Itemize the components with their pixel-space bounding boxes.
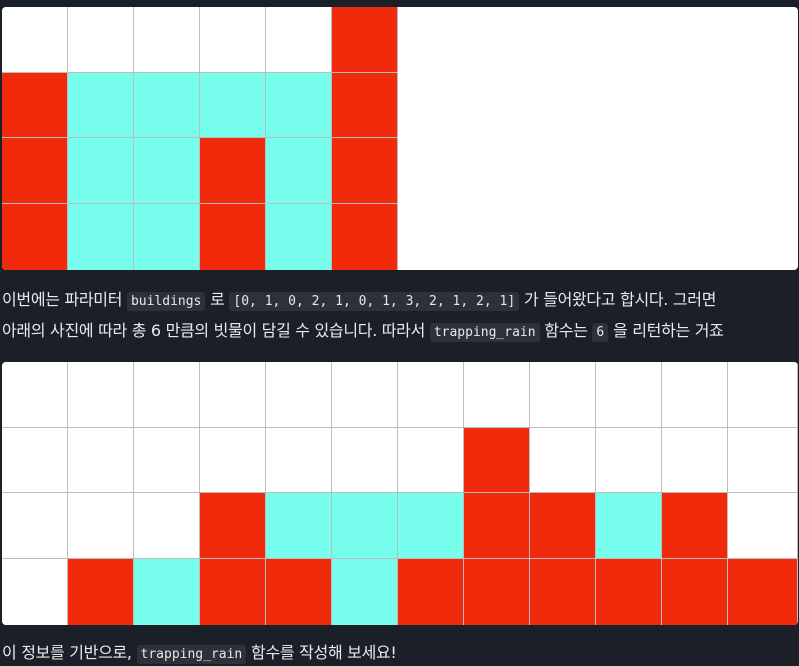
text-segment: 로 <box>205 290 230 309</box>
empty-cell <box>2 7 68 73</box>
wall-cell <box>464 427 530 493</box>
wall-cell <box>662 558 728 625</box>
empty-cell <box>596 427 662 493</box>
empty-cell <box>530 427 596 493</box>
code-buildings-array: [0, 1, 0, 2, 1, 0, 1, 3, 2, 1, 2, 1] <box>229 292 520 311</box>
empty-cell <box>68 362 134 428</box>
wall-cell <box>266 558 332 625</box>
rain-grid-diagram-buildings-example <box>2 362 798 625</box>
text-segment: 을 리턴하는 거죠 <box>608 321 724 340</box>
empty-cell <box>2 427 68 493</box>
empty-cell <box>332 427 398 493</box>
explanation-line-1: 이번에는 파라미터 buildings 로 [0, 1, 0, 2, 1, 0,… <box>2 289 716 313</box>
wall-cell <box>2 72 68 138</box>
code-function-name: trapping_rain <box>136 645 247 664</box>
instruction-line: 이 정보를 기반으로, trapping_rain 함수를 작성해 보세요! <box>2 642 397 666</box>
wall-cell <box>530 558 596 625</box>
water-cell <box>134 72 200 138</box>
water-cell <box>134 558 200 625</box>
empty-cell <box>134 362 200 428</box>
wall-cell <box>530 493 596 559</box>
water-cell <box>266 72 332 138</box>
water-cell <box>266 203 332 270</box>
wall-cell <box>464 493 530 559</box>
text-segment: 함수는 <box>539 321 593 340</box>
wall-cell <box>464 558 530 625</box>
water-cell <box>332 558 398 625</box>
empty-cell <box>728 427 798 493</box>
wall-cell <box>200 203 266 270</box>
wall-cell <box>728 558 798 625</box>
explanation-line-2: 아래의 사진에 따라 총 6 만큼의 빗물이 담길 수 있습니다. 따라서 tr… <box>2 320 724 344</box>
text-segment: 이번에는 파라미터 <box>2 290 127 309</box>
text-segment: 이 정보를 기반으로, <box>2 643 137 662</box>
empty-cell <box>2 493 68 559</box>
water-cell <box>332 493 398 559</box>
water-cell <box>134 203 200 270</box>
empty-cell <box>200 362 266 428</box>
empty-cell <box>332 362 398 428</box>
wall-cell <box>200 138 266 204</box>
empty-cell <box>464 362 530 428</box>
empty-cell <box>266 362 332 428</box>
wall-cell <box>200 493 266 559</box>
empty-cell <box>2 362 68 428</box>
wall-cell <box>332 72 398 138</box>
empty-cell <box>728 362 798 428</box>
empty-cell <box>134 7 200 73</box>
wall-cell <box>596 558 662 625</box>
water-cell <box>68 72 134 138</box>
wall-cell <box>662 493 728 559</box>
empty-cell <box>728 493 798 559</box>
empty-cell <box>134 427 200 493</box>
empty-cell <box>662 362 728 428</box>
wall-cell <box>200 558 266 625</box>
empty-cell <box>68 427 134 493</box>
water-cell <box>68 203 134 270</box>
empty-cell <box>398 427 464 493</box>
text-segment: 함수를 작성해 보세요! <box>246 643 397 662</box>
empty-cell <box>200 427 266 493</box>
empty-cell <box>68 493 134 559</box>
wall-cell <box>332 7 398 73</box>
wall-cell <box>398 558 464 625</box>
water-cell <box>200 72 266 138</box>
empty-cell <box>2 558 68 625</box>
wall-cell <box>68 558 134 625</box>
wall-cell <box>2 203 68 270</box>
empty-cell <box>266 7 332 73</box>
empty-cell <box>266 427 332 493</box>
empty-cell <box>662 427 728 493</box>
text-segment: 가 들어왔다고 합시다. 그러면 <box>519 290 717 309</box>
text-segment: 아래의 사진에 따라 총 6 만큼의 빗물이 담길 수 있습니다. 따라서 <box>2 321 430 340</box>
empty-cell <box>596 362 662 428</box>
water-cell <box>68 138 134 204</box>
water-cell <box>266 493 332 559</box>
wall-cell <box>332 138 398 204</box>
wall-cell <box>2 138 68 204</box>
empty-cell <box>134 493 200 559</box>
code-buildings: buildings <box>126 292 206 311</box>
code-return-value: 6 <box>592 323 609 342</box>
rain-grid-diagram-single-building-example <box>2 7 798 270</box>
water-cell <box>398 493 464 559</box>
empty-cell <box>530 362 596 428</box>
wall-cell <box>332 203 398 270</box>
empty-cell <box>398 362 464 428</box>
water-cell <box>596 493 662 559</box>
water-cell <box>134 138 200 204</box>
water-cell <box>266 138 332 204</box>
empty-cell <box>200 7 266 73</box>
empty-cell <box>68 7 134 73</box>
code-function-name: trapping_rain <box>429 323 540 342</box>
